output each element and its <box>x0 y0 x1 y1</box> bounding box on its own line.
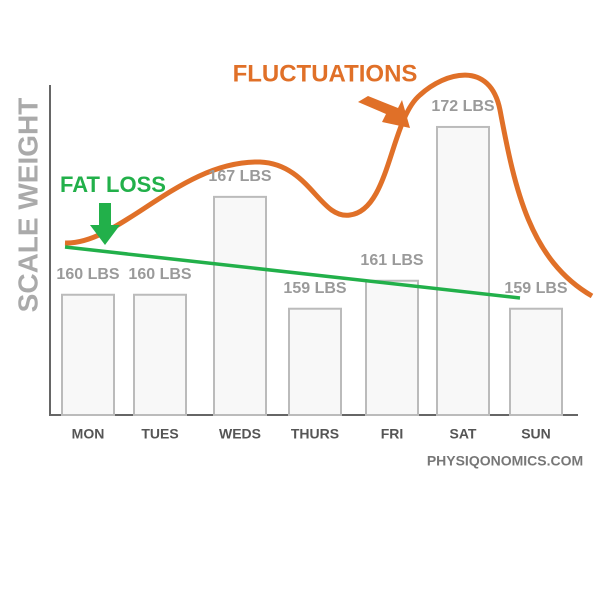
annotation: FLUCTUATIONS <box>233 60 418 87</box>
x-tick-label: SAT <box>450 426 477 442</box>
x-tick-label: THURS <box>291 426 339 442</box>
annotation: FAT LOSS <box>60 172 166 197</box>
value-label: 159 LBS <box>504 280 567 297</box>
bar <box>509 307 563 417</box>
value-label: 159 LBS <box>283 280 346 297</box>
fluctuation-arrow <box>358 96 410 128</box>
fat-loss-line <box>64 245 521 300</box>
bar <box>133 293 187 416</box>
bar <box>213 195 267 416</box>
bar <box>288 307 342 417</box>
fat-loss-arrow <box>90 203 120 245</box>
bar <box>61 293 115 416</box>
value-label: 161 LBS <box>360 252 423 269</box>
x-tick-label: MON <box>72 426 105 442</box>
source: PHYSIQONOMICS.COM <box>427 453 583 469</box>
value-label: 167 LBS <box>208 168 271 185</box>
x-tick-label: TUES <box>141 426 178 442</box>
x-tick-label: FRI <box>381 426 404 442</box>
bar <box>365 279 419 417</box>
value-label: 160 LBS <box>128 266 191 283</box>
x-tick-label: SUN <box>521 426 551 442</box>
x-tick-label: WEDS <box>219 426 261 442</box>
bar <box>436 125 490 416</box>
value-label: 172 LBS <box>431 98 494 115</box>
fluctuation-curve <box>64 72 594 299</box>
value-label: 160 LBS <box>56 266 119 283</box>
y-axis-label: SCALE WEIGHT <box>12 98 43 313</box>
